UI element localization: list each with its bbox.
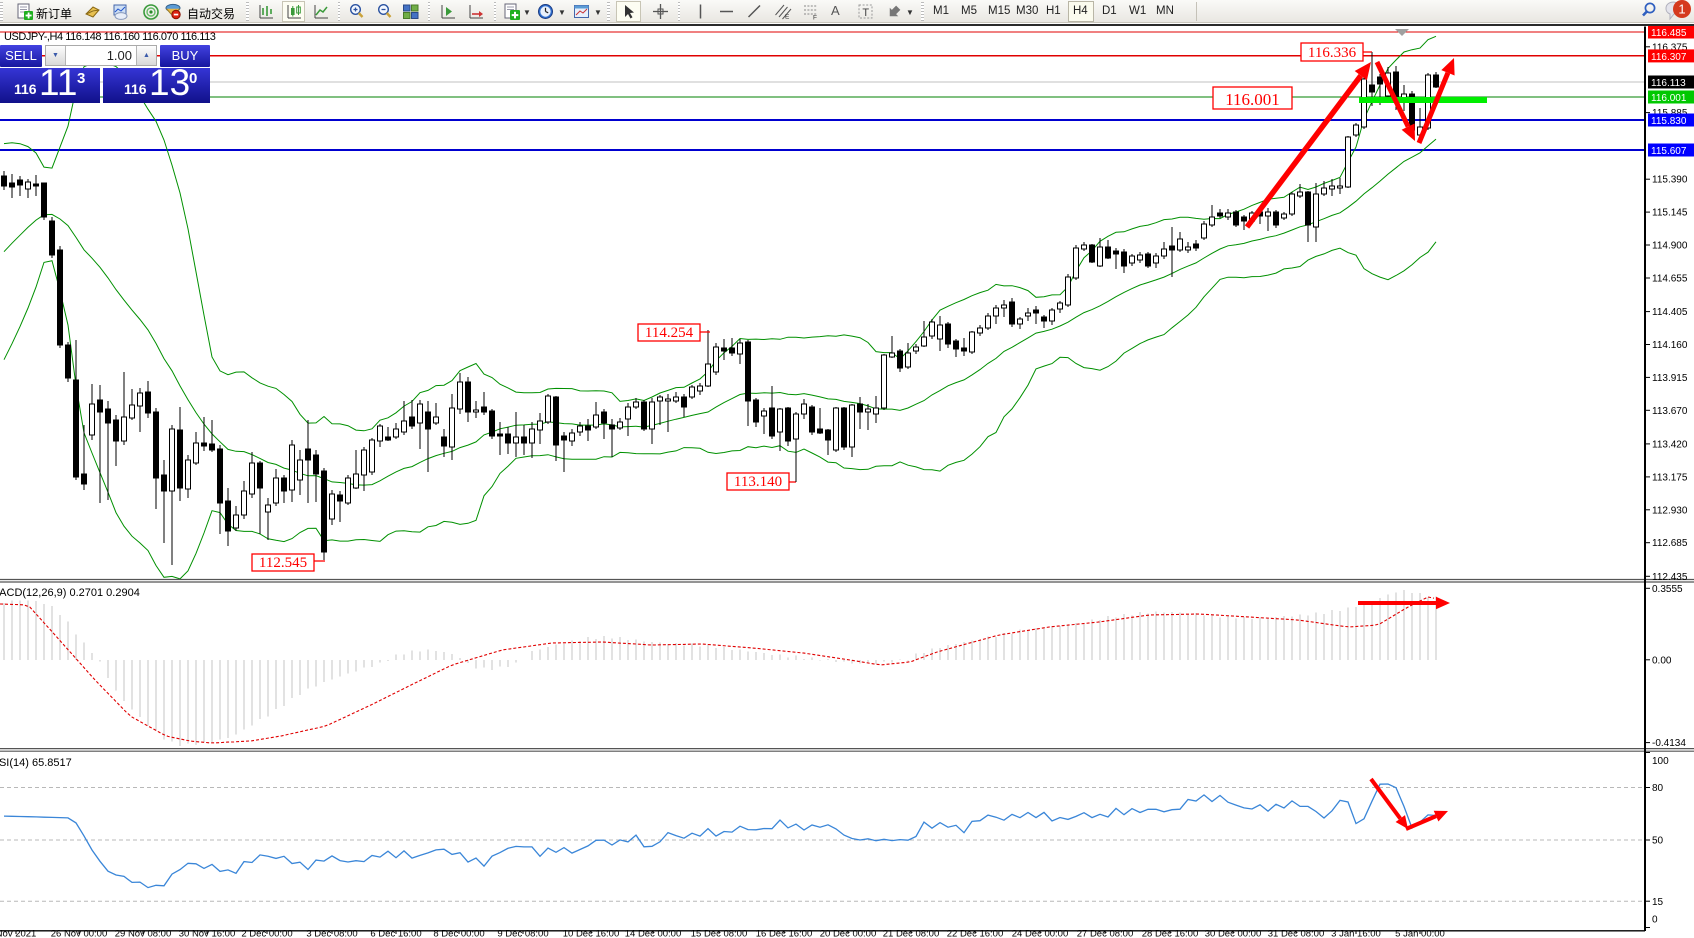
svg-text:E: E <box>785 14 790 21</box>
svg-text:113.140: 113.140 <box>734 474 782 490</box>
svg-text:116.307: 116.307 <box>1651 52 1687 63</box>
svg-text:112.545: 112.545 <box>259 555 307 571</box>
svg-text:50: 50 <box>1652 836 1664 847</box>
svg-text:116.485: 116.485 <box>1651 28 1687 39</box>
svg-text:116.113: 116.113 <box>1651 78 1686 89</box>
svg-text:114.160: 114.160 <box>1652 340 1688 351</box>
svg-text:1: 1 <box>1678 2 1685 17</box>
svg-text:112.685: 112.685 <box>1652 538 1688 549</box>
svg-text:113.915: 113.915 <box>1652 373 1688 384</box>
svg-text:115.145: 115.145 <box>1652 208 1688 219</box>
svg-text:Nov 2021: Nov 2021 <box>0 929 36 938</box>
svg-text:100: 100 <box>1652 756 1669 767</box>
svg-text:MACD(12,26,9) 0.2701 0.2904: MACD(12,26,9) 0.2701 0.2904 <box>0 587 140 599</box>
svg-text:116.375: 116.375 <box>1652 42 1688 53</box>
svg-text:-0.4134: -0.4134 <box>1652 738 1686 749</box>
svg-text:115.607: 115.607 <box>1651 146 1687 157</box>
svg-text:116.001: 116.001 <box>1225 90 1280 109</box>
svg-text:113.420: 113.420 <box>1652 439 1688 450</box>
svg-text:112.435: 112.435 <box>1652 572 1688 583</box>
svg-text:T: T <box>862 7 869 19</box>
svg-text:F: F <box>813 15 817 22</box>
svg-text:114.900: 114.900 <box>1652 241 1688 252</box>
svg-text:80: 80 <box>1652 783 1664 794</box>
svg-text:115.390: 115.390 <box>1652 175 1688 186</box>
svg-text:113.175: 113.175 <box>1652 472 1688 483</box>
svg-text:0.00: 0.00 <box>1652 655 1672 666</box>
svg-text:15: 15 <box>1652 897 1664 908</box>
svg-text:RSI(14) 65.8517: RSI(14) 65.8517 <box>0 757 72 769</box>
svg-text:0: 0 <box>1652 915 1658 926</box>
svg-text:113.670: 113.670 <box>1652 406 1688 417</box>
svg-text:114.655: 114.655 <box>1652 274 1688 285</box>
svg-text:114.254: 114.254 <box>645 325 694 341</box>
svg-text:114.405: 114.405 <box>1652 307 1688 318</box>
svg-text:USDJPY-,H4 116.148 116.160 11: USDJPY-,H4 116.148 116.160 116.070 116.1… <box>4 31 216 43</box>
svg-text:115.830: 115.830 <box>1651 116 1687 127</box>
svg-text:116.001: 116.001 <box>1651 93 1687 104</box>
svg-text:112.930: 112.930 <box>1652 505 1688 516</box>
svg-text:116.336: 116.336 <box>1308 45 1357 61</box>
svg-text:0.3555: 0.3555 <box>1652 584 1683 595</box>
